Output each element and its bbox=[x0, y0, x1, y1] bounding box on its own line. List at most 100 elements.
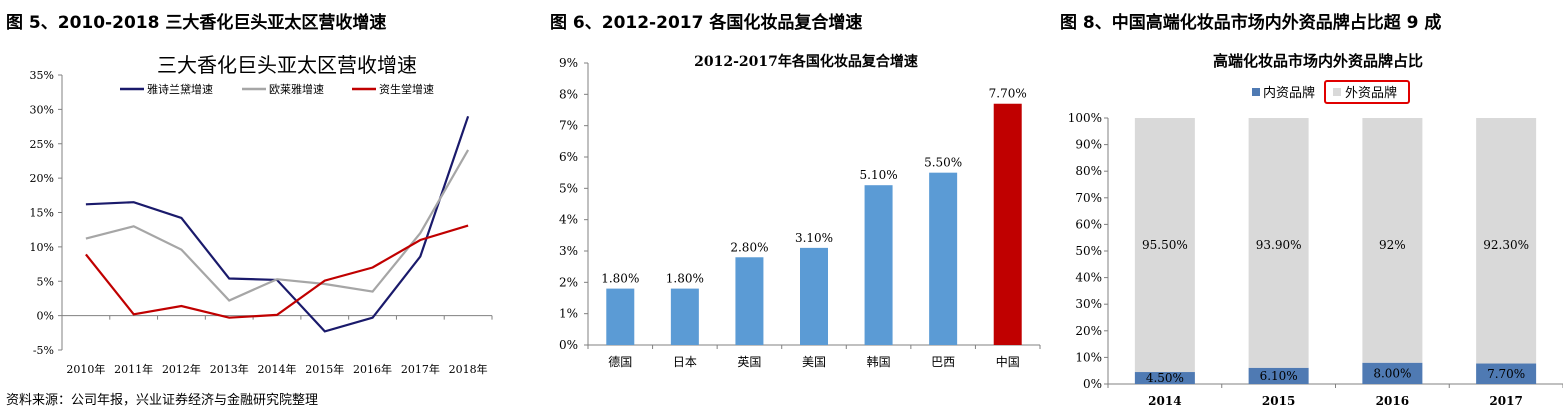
y-tick-label: 80% bbox=[1075, 164, 1102, 178]
y-tick-label: 20% bbox=[30, 172, 54, 185]
segment-value-label: 92.30% bbox=[1483, 238, 1529, 252]
x-tick-label: 德国 bbox=[608, 354, 632, 369]
segment-value-label: 93.90% bbox=[1256, 238, 1302, 252]
x-tick-label: 2014年 bbox=[258, 362, 297, 376]
chart-title: 高端化妆品市场内外资品牌占比 bbox=[1213, 52, 1423, 70]
bar bbox=[993, 103, 1022, 345]
segment-value-label: 6.10% bbox=[1260, 369, 1298, 383]
x-tick-label: 2012年 bbox=[162, 362, 201, 376]
y-tick-label: 25% bbox=[30, 138, 54, 151]
legend-label: 雅诗兰黛增速 bbox=[147, 82, 213, 96]
chart-title: 2012-2017年各国化妆品复合增速 bbox=[694, 53, 918, 70]
y-tick-label: 0% bbox=[37, 310, 54, 323]
legend-swatch bbox=[1252, 88, 1260, 96]
figure-8-caption: 图 8、中国高端化妆品市场内外资品牌占比超 9 成 bbox=[1060, 13, 1442, 33]
x-tick-label: 2015年 bbox=[305, 362, 344, 376]
x-tick-label: 2018年 bbox=[449, 362, 488, 376]
segment-value-label: 8.00% bbox=[1373, 366, 1411, 380]
chart-title: 三大香化巨头亚太区营收增速 bbox=[157, 53, 417, 77]
y-tick-label: 20% bbox=[1075, 324, 1102, 338]
stacked-bar-segment bbox=[1134, 372, 1195, 384]
y-tick-label: 100% bbox=[1068, 111, 1102, 125]
bar-value-label: 2.80% bbox=[730, 240, 768, 254]
segment-value-label: 4.50% bbox=[1146, 371, 1184, 385]
y-tick-label: 10% bbox=[1075, 350, 1102, 364]
y-tick-label: 90% bbox=[1075, 138, 1102, 152]
bar-value-label: 1.80% bbox=[601, 272, 639, 286]
y-tick-label: -5% bbox=[33, 344, 54, 357]
series-line bbox=[85, 224, 469, 319]
y-tick-label: 1% bbox=[559, 307, 578, 321]
x-tick-label: 2013年 bbox=[210, 362, 249, 376]
series-line bbox=[85, 149, 470, 302]
figure-6-caption: 图 6、2012-2017 各国化妆品复合增速 bbox=[550, 13, 863, 33]
source-note: 资料来源：公司年报，兴业证券经济与金融研究院整理 bbox=[6, 393, 319, 408]
x-tick-label: 2015 bbox=[1262, 394, 1295, 408]
bar-value-label: 3.10% bbox=[795, 231, 833, 245]
bar-value-label: 5.50% bbox=[924, 156, 962, 170]
legend-highlight-box bbox=[1324, 80, 1410, 104]
bar bbox=[735, 257, 764, 345]
bar bbox=[670, 288, 699, 345]
bar bbox=[929, 172, 958, 345]
legend-label: 欧莱雅增速 bbox=[269, 82, 324, 96]
stacked-bar-segment bbox=[1476, 118, 1537, 364]
y-tick-label: 30% bbox=[30, 103, 54, 116]
x-tick-label: 2016 bbox=[1376, 394, 1409, 408]
segment-value-label: 7.70% bbox=[1487, 367, 1525, 381]
x-tick-label: 2010年 bbox=[66, 362, 105, 376]
bar-value-label: 1.80% bbox=[666, 272, 704, 286]
y-tick-label: 8% bbox=[559, 87, 578, 101]
bar-value-label: 5.10% bbox=[860, 168, 898, 182]
y-tick-label: 15% bbox=[30, 207, 54, 220]
y-tick-label: 2% bbox=[559, 275, 578, 289]
stacked-bar-segment bbox=[1362, 118, 1423, 363]
bar bbox=[800, 247, 828, 345]
y-tick-label: 6% bbox=[559, 150, 578, 164]
x-tick-label: 2011年 bbox=[114, 362, 153, 376]
legend-swatch bbox=[1333, 88, 1341, 96]
stacked-bar-segment bbox=[1248, 118, 1309, 368]
figure-5-caption: 图 5、2010-2018 三大香化巨头亚太区营收增速 bbox=[6, 13, 387, 33]
y-tick-label: 60% bbox=[1075, 217, 1102, 231]
segment-value-label: 95.50% bbox=[1142, 238, 1188, 252]
bar bbox=[606, 288, 635, 345]
stacked-bar-segment bbox=[1134, 118, 1195, 373]
stacked-bar-segment bbox=[1362, 362, 1423, 384]
x-tick-label: 日本 bbox=[673, 355, 697, 369]
y-tick-label: 5% bbox=[37, 275, 54, 288]
x-tick-label: 2017 bbox=[1489, 394, 1522, 408]
y-tick-label: 4% bbox=[559, 213, 578, 227]
x-tick-label: 2016年 bbox=[353, 362, 392, 376]
stacked-bar-segment bbox=[1248, 367, 1309, 384]
y-tick-label: 30% bbox=[1075, 297, 1102, 311]
x-tick-label: 英国 bbox=[737, 355, 761, 369]
y-tick-label: 50% bbox=[1075, 244, 1102, 258]
y-tick-label: 10% bbox=[30, 241, 54, 254]
y-tick-label: 5% bbox=[559, 181, 578, 195]
x-tick-label: 2017年 bbox=[401, 362, 440, 376]
y-tick-label: 3% bbox=[559, 244, 578, 258]
x-tick-label: 中国 bbox=[996, 354, 1020, 369]
y-tick-label: 7% bbox=[559, 119, 578, 133]
legend-label: 内资品牌 bbox=[1263, 85, 1315, 101]
segment-value-label: 92% bbox=[1379, 238, 1406, 252]
y-tick-label: 0% bbox=[1083, 377, 1102, 391]
x-tick-label: 韩国 bbox=[867, 354, 891, 369]
legend-label: 资生堂增速 bbox=[379, 82, 434, 96]
y-tick-label: 9% bbox=[559, 56, 578, 70]
x-tick-label: 2014 bbox=[1148, 394, 1181, 408]
stacked-bar-segment bbox=[1476, 363, 1537, 384]
legend-label: 外资品牌 bbox=[1345, 85, 1397, 101]
bar bbox=[864, 185, 893, 345]
x-tick-label: 巴西 bbox=[931, 355, 955, 369]
y-tick-label: 0% bbox=[559, 338, 578, 352]
y-tick-label: 35% bbox=[30, 69, 54, 82]
y-tick-label: 40% bbox=[1075, 271, 1102, 285]
bar-value-label: 7.70% bbox=[989, 87, 1027, 101]
y-tick-label: 70% bbox=[1075, 191, 1102, 205]
x-tick-label: 美国 bbox=[802, 355, 826, 369]
